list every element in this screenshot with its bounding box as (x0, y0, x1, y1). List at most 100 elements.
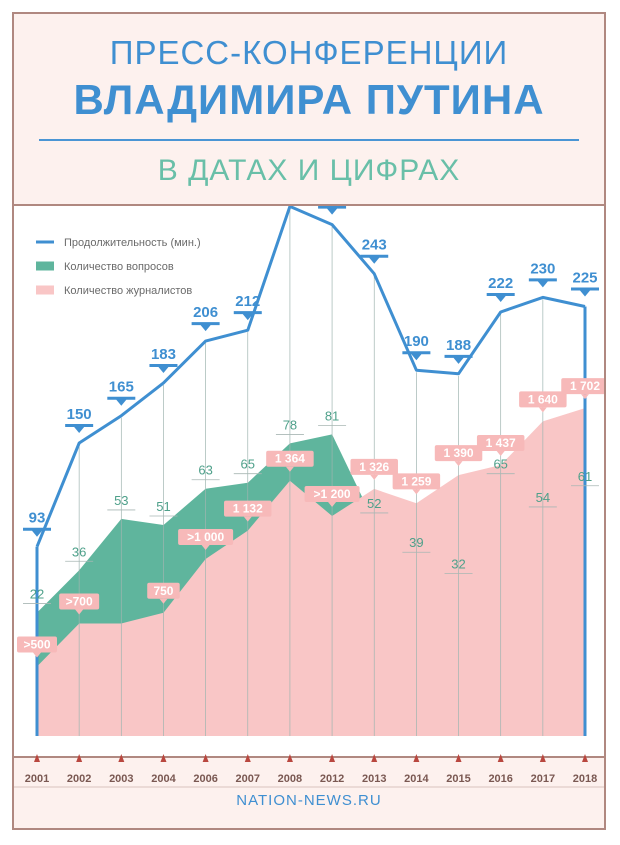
x-tick-label: 2016 (488, 773, 512, 785)
journalists-tag (224, 500, 272, 517)
journalists-tag (434, 445, 483, 462)
duration-marker (571, 287, 599, 297)
duration-marker (149, 363, 178, 373)
legend-label: Продолжительность (мин.) (64, 237, 201, 249)
chart-panel: Продолжительность (мин.) Количество вопро… (14, 169, 609, 758)
journalists-tag (392, 473, 441, 490)
duration-label: 206 (193, 304, 218, 321)
duration-label: 190 (404, 333, 429, 350)
legend-swatch (36, 285, 54, 295)
x-tick-marker (160, 754, 167, 762)
journalists-tag (304, 486, 360, 502)
journalists-label: 1 259 (401, 474, 431, 488)
x-tick-marker (539, 754, 546, 762)
questions-label: 61 (578, 469, 592, 484)
journalists-tag-pointer (496, 451, 505, 457)
title-line-1: ПРЕСС-КОНФЕРЕНЦИИ (109, 34, 509, 71)
journalists-label: 750 (153, 584, 173, 598)
x-tick-label: 2001 (25, 773, 49, 785)
duration-label: 150 (67, 406, 92, 423)
duration-marker (444, 354, 473, 364)
title-line-2: ВЛАДИМИРА ПУТИНА (73, 76, 545, 123)
legend-label: Количество вопросов (64, 261, 174, 273)
journalists-tag-pointer (412, 489, 421, 495)
journalists-label: >1 200 (314, 487, 351, 501)
x-axis: 2001 2002 2003 2004 2006 2007 2008 2012 2013 2014… (14, 754, 604, 788)
infographic-frame: ПРЕСС-КОНФЕРЕНЦИИ ВЛАДИМИРА ПУТИНА В ДАТ… (12, 12, 609, 830)
duration-marker (402, 351, 431, 361)
x-tick-marker (244, 754, 251, 762)
journalists-tag-pointer (328, 502, 337, 507)
x-tick-marker (286, 754, 293, 762)
journalists-label: 1 326 (359, 460, 389, 474)
x-tick-marker (497, 754, 504, 762)
duration-marker (65, 424, 94, 433)
x-tick-label: 2017 (531, 773, 555, 785)
journalists-tag (17, 636, 57, 653)
questions-label: 53 (114, 493, 128, 508)
duration-label: 183 (151, 346, 176, 363)
duration-marker (318, 205, 347, 215)
questions-label: 65 (241, 457, 255, 472)
duration-label: 93 (29, 510, 46, 527)
journalists-tag (350, 458, 398, 475)
x-tick-label: 2003 (109, 773, 133, 785)
questions-label: 39 (409, 535, 423, 550)
duration-label: 225 (572, 270, 597, 287)
x-tick-marker (34, 754, 40, 762)
x-tick-label: 2002 (67, 773, 91, 785)
journalists-label: 1 437 (486, 436, 516, 450)
questions-label: 52 (367, 496, 381, 511)
duration-marker (528, 278, 557, 288)
duration-label: 243 (362, 237, 387, 254)
journalists-tag-pointer (370, 474, 379, 480)
duration-marker (191, 322, 220, 332)
journalists-label: >500 (23, 638, 50, 652)
x-tick-label: 2004 (151, 773, 176, 785)
journalists-label: 1 640 (528, 392, 558, 406)
journalists-tag (59, 593, 100, 610)
duration-marker (360, 254, 389, 264)
legend-label: Количество журналистов (64, 285, 192, 297)
journalists-tag (519, 391, 567, 408)
questions-label: 63 (198, 463, 212, 478)
journalists-tag-pointer (201, 545, 210, 550)
duration-label: 222 (488, 275, 513, 292)
x-tick-label: 2007 (236, 773, 260, 785)
journalists-tag (147, 582, 180, 599)
journalists-label: 1 702 (570, 379, 600, 393)
journalists-tag (178, 529, 234, 545)
questions-label: 36 (72, 544, 86, 559)
duration-marker (23, 527, 51, 537)
duration-line (35, 204, 586, 548)
journalists-tag-pointer (75, 609, 84, 615)
chart: Продолжительность (мин.) Количество вопро… (17, 169, 609, 736)
duration-marker (107, 396, 136, 406)
subtitle: В ДАТАХ И ЦИФРАХ (157, 154, 461, 187)
questions-label: 54 (536, 490, 550, 505)
journalists-label: 1 390 (444, 446, 474, 460)
header: ПРЕСС-КОНФЕРЕНЦИИ ВЛАДИМИРА ПУТИНА В ДАТ… (14, 14, 604, 200)
journalists-tag (476, 435, 525, 452)
questions-label: 65 (493, 457, 507, 472)
x-tick-label: 2006 (193, 773, 217, 785)
x-tick-label: 2014 (404, 773, 429, 785)
journalists-tag (266, 450, 314, 467)
duration-marker (486, 292, 515, 302)
x-tick-marker (582, 754, 588, 762)
journalists-label: >700 (66, 595, 93, 609)
journalists-tag (561, 378, 609, 395)
x-tick-label: 2015 (446, 773, 470, 785)
source-label[interactable]: NATION-NEWS.RU (236, 792, 382, 809)
x-tick-marker (413, 754, 420, 762)
legend-swatch (36, 240, 54, 244)
x-tick-label: 2018 (573, 773, 597, 785)
x-tick-marker (455, 754, 462, 762)
questions-label: 81 (325, 408, 339, 423)
x-tick-marker (118, 754, 125, 762)
x-tick-label: 2013 (362, 773, 386, 785)
journalists-label: 1 364 (275, 452, 305, 466)
journalists-tag-pointer (33, 652, 41, 658)
questions-label: 22 (30, 587, 44, 602)
duration-label: 212 (235, 293, 260, 310)
